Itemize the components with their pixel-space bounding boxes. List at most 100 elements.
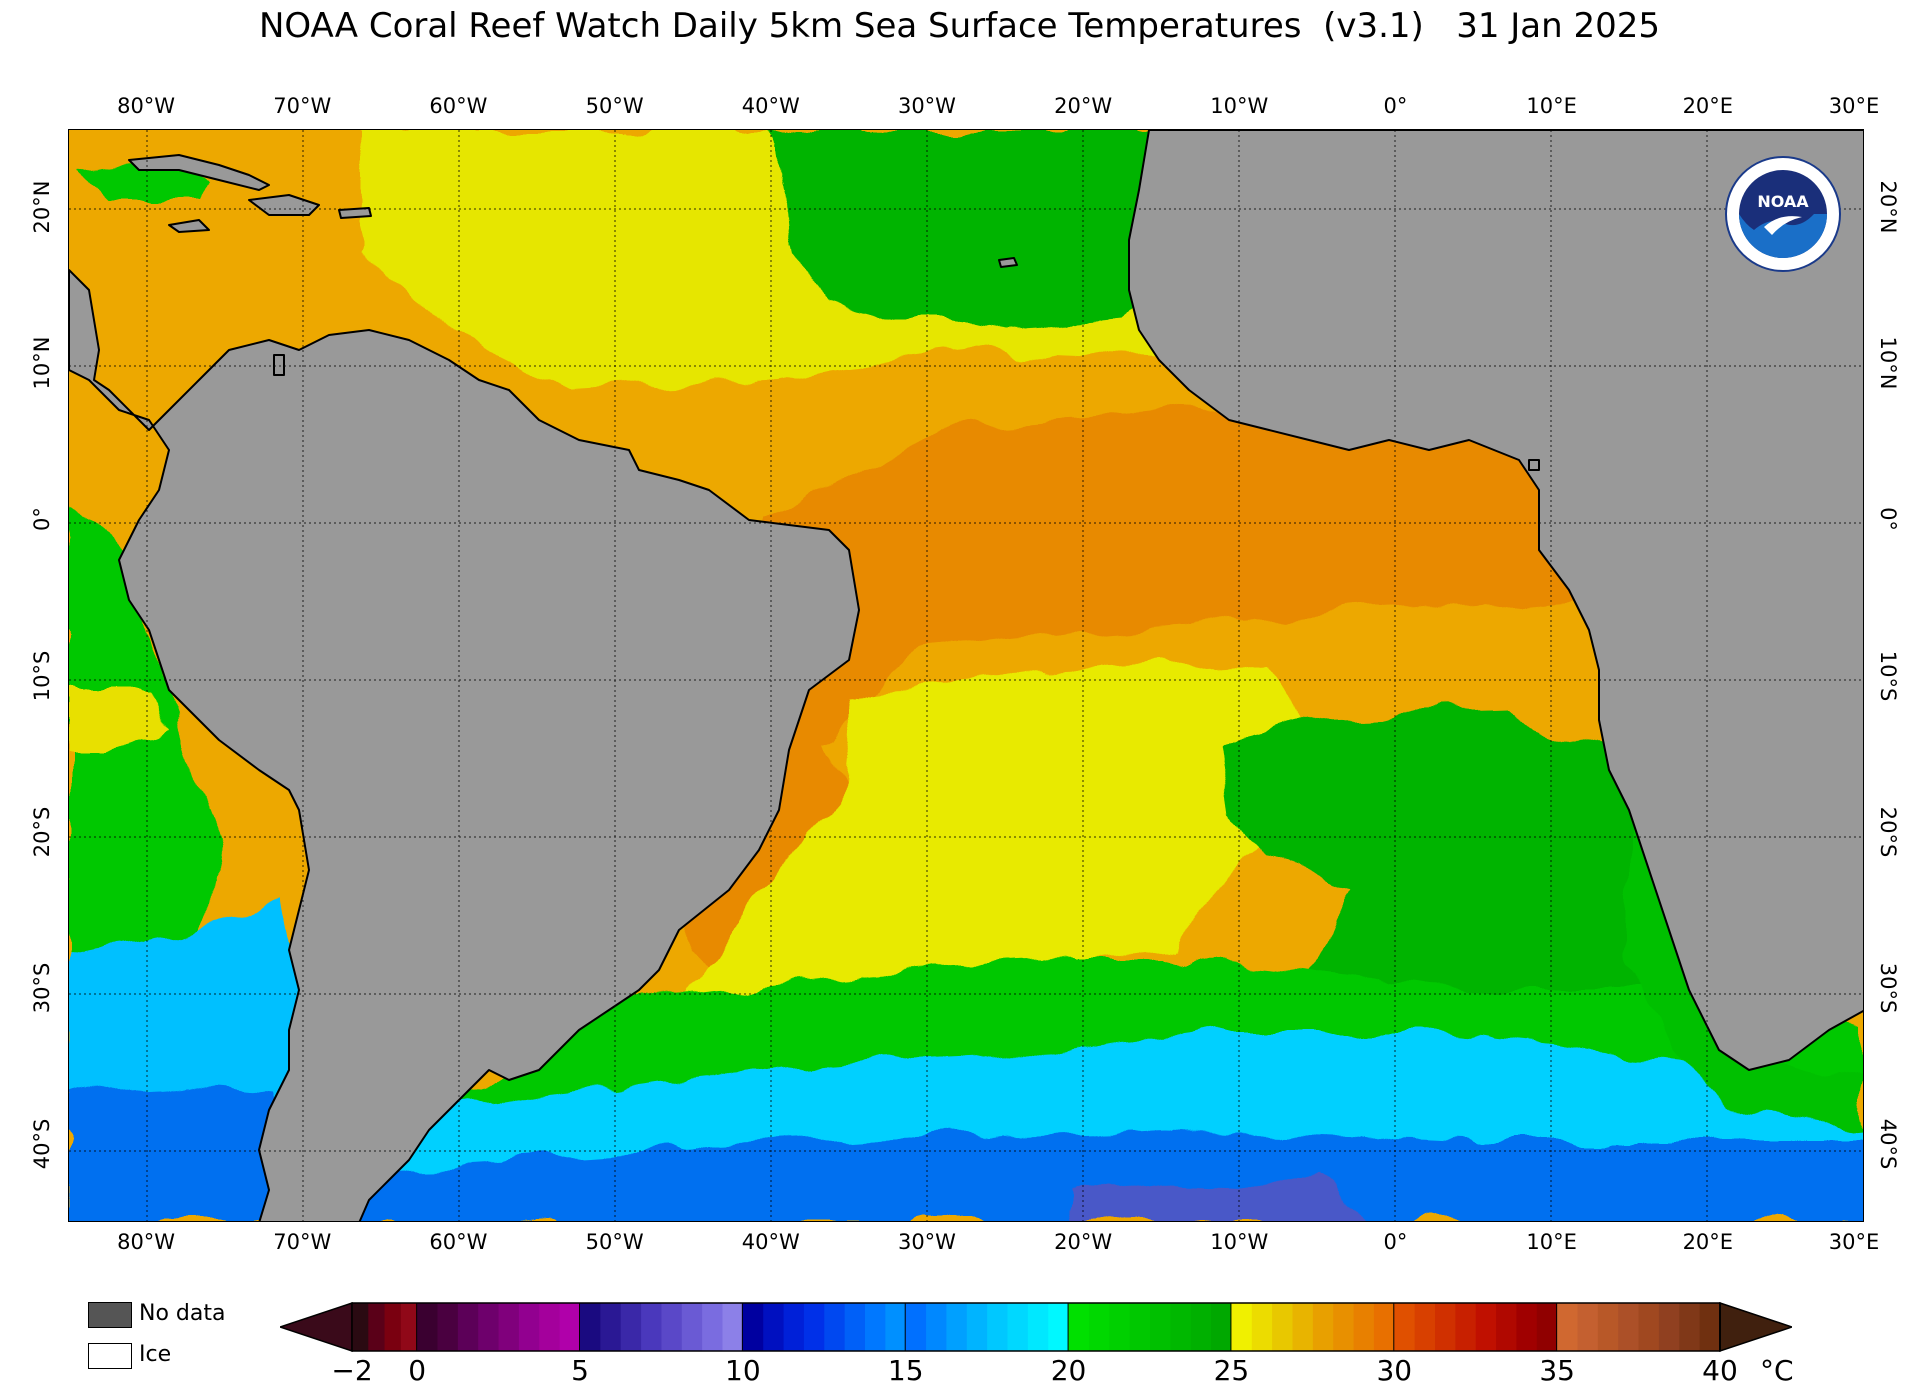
colorbar-cell — [1394, 1303, 1416, 1351]
land-south-america — [69, 269, 860, 1221]
colorbar-cell — [620, 1303, 642, 1351]
colorbar-over-arrow — [1719, 1301, 1792, 1353]
colorbar-cell — [1027, 1303, 1049, 1351]
lon-label-bottom-5: 30°W — [897, 1230, 956, 1254]
colorbar-cell — [1190, 1303, 1212, 1351]
yellow-zone-south — [689, 660, 1299, 1000]
lon-label-top-8: 0° — [1383, 94, 1408, 118]
colorbar-cell — [742, 1303, 764, 1351]
colorbar-cell — [518, 1303, 540, 1351]
colorbar-cell — [1129, 1303, 1151, 1351]
lon-label-bottom-0: 80°W — [117, 1230, 176, 1254]
colorbar-cell — [1333, 1303, 1355, 1351]
land-cape-verde — [998, 257, 1018, 268]
colorbar-unit: °C — [1760, 1354, 1794, 1387]
lon-label-bottom-7: 10°W — [1210, 1230, 1269, 1254]
lon-label-bottom-1: 70°W — [273, 1230, 332, 1254]
colorbar-cell — [352, 1303, 369, 1351]
lon-label-bottom-11: 30°E — [1828, 1230, 1880, 1254]
colorbar-cell — [1699, 1303, 1721, 1351]
colorbar-cell — [987, 1303, 1009, 1351]
colorbar-cell — [1536, 1303, 1558, 1351]
colorbar-cell — [1231, 1303, 1253, 1351]
colorbar-cell — [905, 1303, 927, 1351]
lat-label-right-0: 20°N — [1876, 180, 1900, 234]
colorbar-cell — [865, 1303, 886, 1351]
no-data-label: No data — [139, 1301, 226, 1326]
lon-label-bottom-9: 10°E — [1526, 1230, 1577, 1254]
lat-label-right-1: 10°N — [1876, 336, 1900, 390]
colorbar-cell — [803, 1303, 825, 1351]
colorbar-cell — [1618, 1303, 1640, 1351]
colorbar-cell — [1251, 1303, 1273, 1351]
lat-label-left-5: 30°S — [30, 962, 54, 1014]
lon-label-bottom-6: 20°W — [1054, 1230, 1113, 1254]
colorbar-cell — [681, 1303, 703, 1351]
colorbar-cell — [400, 1303, 418, 1351]
colorbar-cell — [1312, 1303, 1334, 1351]
colorbar-under-arrow — [280, 1301, 353, 1353]
colorbar-cell — [966, 1303, 988, 1351]
lat-label-right-2: 0° — [1876, 507, 1900, 532]
lat-label-right-6: 40°S — [1876, 1118, 1900, 1170]
map-title: NOAA Coral Reef Watch Daily 5km Sea Surf… — [258, 6, 1661, 46]
colorbar-cell — [1658, 1303, 1680, 1351]
colorbar-cell — [1088, 1303, 1110, 1351]
logo-text: NOAA — [1757, 192, 1809, 211]
lon-label-top-1: 70°W — [273, 94, 332, 118]
colorbar-cell — [722, 1303, 744, 1351]
green-zone-pacific — [69, 510, 219, 1050]
colorbar-cell — [437, 1303, 459, 1351]
colorbar-border — [351, 1302, 1721, 1352]
colorbar-cell — [1496, 1303, 1518, 1351]
colorbar-cell — [1577, 1303, 1599, 1351]
colorbar-cell — [824, 1303, 846, 1351]
lon-label-top-9: 10°E — [1526, 94, 1577, 118]
colorbar-cell — [1109, 1303, 1131, 1351]
colorbar-cell — [844, 1303, 866, 1351]
colorbar-cell — [1292, 1303, 1314, 1351]
green-zone-northeast — [769, 130, 1179, 330]
colorbar-cell — [478, 1303, 500, 1351]
purple-zone-south — [1069, 1175, 1367, 1221]
ice-swatch — [88, 1343, 132, 1369]
colorbar-cell — [1150, 1303, 1171, 1351]
colorbar-cell — [702, 1303, 724, 1351]
blue-zone-south — [69, 1130, 1863, 1221]
colorbar-cell — [1455, 1303, 1477, 1351]
lat-label-left-4: 20°S — [30, 806, 54, 857]
colorbar-tick-3: 10 — [725, 1354, 761, 1387]
land-africa — [1128, 130, 1863, 1071]
colorbar-tick-5: 20 — [1050, 1354, 1087, 1387]
colorbar-cell — [885, 1303, 907, 1351]
colorbar-cell — [1353, 1303, 1375, 1351]
colorbar-cell — [498, 1303, 520, 1351]
colorbar-cell — [580, 1303, 601, 1351]
yellow-zone-pacific-coast — [69, 690, 169, 750]
colorbar-tick-8: 35 — [1539, 1354, 1575, 1387]
land-cuba — [128, 154, 270, 191]
colorbar-cell — [368, 1303, 386, 1351]
colorbar-cell — [1475, 1303, 1497, 1351]
lon-label-top-5: 30°W — [897, 94, 956, 118]
colorbar-cell — [1597, 1303, 1619, 1351]
lat-label-left-1: 10°N — [30, 336, 54, 390]
lon-label-bottom-8: 0° — [1383, 1230, 1408, 1254]
no-data-swatch — [88, 1302, 132, 1328]
colorbar-cell — [946, 1303, 968, 1351]
sst-map — [68, 129, 1864, 1222]
colorbar-tick-4: 15 — [887, 1354, 924, 1387]
colorbar-cell — [763, 1303, 785, 1351]
colorbar-cell — [1435, 1303, 1456, 1351]
lon-label-bottom-4: 40°W — [741, 1230, 800, 1254]
colorbar-cell — [384, 1303, 402, 1351]
orange-zone-equatorial — [769, 410, 1629, 770]
noaa-logo-icon: NOAA — [1725, 156, 1841, 272]
temperature-colorbar — [280, 1301, 1792, 1353]
lon-label-top-4: 40°W — [741, 94, 800, 118]
lon-label-bottom-3: 50°W — [585, 1230, 644, 1254]
colorbar-cell — [1373, 1303, 1395, 1351]
colorbar-tick-6: 25 — [1213, 1354, 1250, 1387]
colorbar-cell — [1638, 1303, 1660, 1351]
colorbar-cell — [1068, 1303, 1090, 1351]
